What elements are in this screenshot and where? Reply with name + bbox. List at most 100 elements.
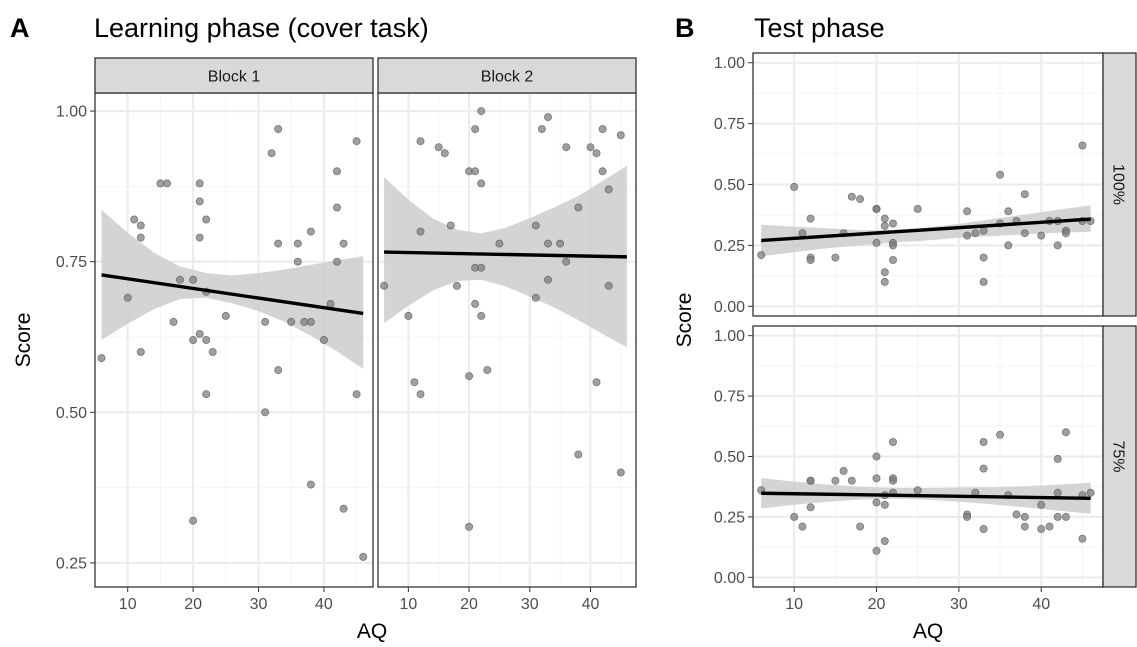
data-point — [189, 335, 198, 344]
data-point — [195, 197, 204, 206]
data-point — [293, 257, 302, 266]
data-point — [872, 204, 881, 213]
x-tick-label: 10 — [119, 596, 137, 613]
data-point — [1020, 512, 1029, 521]
data-point — [889, 219, 898, 228]
data-point — [202, 215, 211, 224]
data-point — [274, 125, 283, 134]
data-point — [798, 229, 807, 238]
data-point — [1020, 522, 1029, 531]
data-point — [136, 233, 145, 242]
y-tick-label: 0.00 — [714, 299, 745, 316]
data-point — [434, 143, 443, 152]
data-point — [1061, 229, 1070, 238]
data-point — [880, 277, 889, 286]
data-point — [963, 512, 972, 521]
data-point — [556, 239, 565, 248]
data-point — [963, 231, 972, 240]
data-point — [477, 311, 486, 320]
panel-b-label: B — [675, 13, 695, 43]
x-tick-label: 20 — [868, 596, 886, 613]
x-tick-label: 10 — [399, 596, 417, 613]
data-point — [880, 268, 889, 277]
data-point — [293, 239, 302, 248]
facet-4-plot-content — [757, 428, 1095, 555]
data-point — [332, 203, 341, 212]
facet-3-strip — [1102, 52, 1137, 317]
data-point — [872, 452, 881, 461]
data-point — [97, 354, 106, 363]
data-point — [195, 179, 204, 188]
data-point — [477, 107, 486, 116]
data-point — [979, 277, 988, 286]
data-point — [963, 207, 972, 216]
data-point — [996, 430, 1005, 439]
data-point — [261, 408, 270, 417]
y-tick-label: 0.25 — [56, 555, 87, 572]
data-point — [1053, 488, 1062, 497]
data-point — [332, 257, 341, 266]
data-point — [574, 450, 583, 459]
y-tick-label: 1.00 — [714, 55, 745, 72]
data-point — [123, 293, 132, 302]
data-point — [1061, 428, 1070, 437]
facet-2-confidence-ribbon — [384, 165, 627, 348]
panel-a-label: A — [10, 13, 30, 43]
facet-2-strip-label: Block 2 — [481, 69, 534, 86]
data-point — [208, 347, 217, 356]
facet-2-strip — [377, 57, 637, 94]
data-point — [1078, 141, 1087, 150]
panel-b-y-axis-title: Score — [673, 293, 696, 348]
x-tick-label: 20 — [460, 596, 478, 613]
data-point — [831, 476, 840, 485]
data-point — [1045, 522, 1054, 531]
y-tick-label: 0.75 — [714, 116, 745, 133]
data-point — [889, 255, 898, 264]
x-tick-label: 30 — [521, 596, 539, 613]
y-tick-label: 1.00 — [56, 104, 87, 121]
x-tick-label: 40 — [315, 596, 333, 613]
facet-1-regression-line — [101, 273, 364, 316]
facet-4-strip-label: 75% — [1110, 440, 1127, 472]
y-tick-label: 1.00 — [714, 328, 745, 345]
data-point — [847, 476, 856, 485]
data-point — [757, 251, 766, 260]
data-point — [872, 238, 881, 247]
data-point — [319, 335, 328, 344]
data-point — [971, 229, 980, 238]
data-point — [169, 317, 178, 326]
data-point — [806, 503, 815, 512]
data-point — [136, 347, 145, 356]
data-point — [979, 437, 988, 446]
data-point — [202, 335, 211, 344]
data-point — [416, 137, 425, 146]
data-point — [979, 226, 988, 235]
data-point — [483, 366, 492, 375]
data-point — [446, 221, 455, 230]
data-point — [410, 378, 419, 387]
x-tick-label: 40 — [1032, 596, 1050, 613]
data-point — [889, 476, 898, 485]
data-point — [531, 293, 540, 302]
data-point — [1012, 510, 1021, 519]
data-point — [339, 504, 348, 513]
panel-a-x-axis-title: AQ — [357, 620, 387, 643]
data-point — [175, 275, 184, 284]
x-tick-label: 30 — [950, 596, 968, 613]
data-point — [495, 239, 504, 248]
data-point — [306, 480, 315, 489]
data-point — [806, 255, 815, 264]
data-point — [306, 317, 315, 326]
data-point — [880, 214, 889, 223]
data-point — [889, 241, 898, 250]
y-tick-label: 0.00 — [714, 570, 745, 587]
x-tick-label: 10 — [785, 596, 803, 613]
data-point — [471, 167, 480, 176]
y-tick-label: 0.75 — [714, 389, 745, 406]
data-point — [1037, 525, 1046, 534]
data-point — [586, 143, 595, 152]
data-point — [326, 299, 335, 308]
data-point — [592, 149, 601, 158]
data-point — [195, 233, 204, 242]
